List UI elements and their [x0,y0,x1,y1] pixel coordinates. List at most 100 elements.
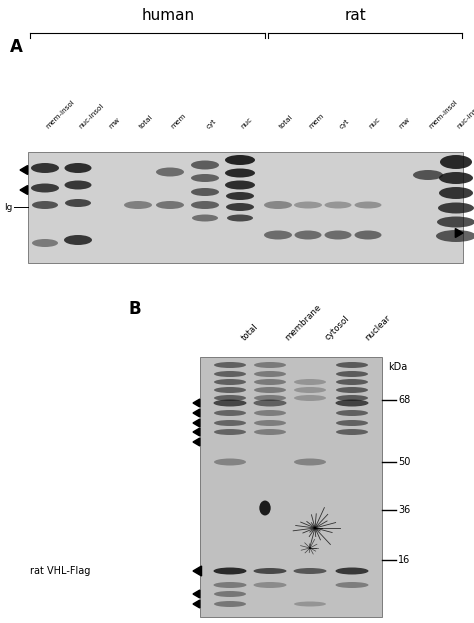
Ellipse shape [31,184,59,193]
Ellipse shape [191,188,219,196]
Ellipse shape [254,379,286,385]
Ellipse shape [213,399,246,406]
Text: 50: 50 [398,457,411,467]
Polygon shape [456,229,463,237]
Ellipse shape [214,395,246,401]
Ellipse shape [293,568,327,574]
Ellipse shape [254,362,286,368]
Ellipse shape [437,217,474,227]
Ellipse shape [124,201,152,209]
Text: total: total [138,114,154,130]
Ellipse shape [214,371,246,377]
Ellipse shape [254,582,286,588]
Ellipse shape [436,230,474,242]
Ellipse shape [32,239,58,247]
Ellipse shape [64,181,91,189]
Text: A: A [10,38,23,56]
Ellipse shape [336,371,368,377]
Polygon shape [193,419,200,427]
Ellipse shape [336,399,368,406]
Ellipse shape [254,420,286,426]
Ellipse shape [226,192,254,200]
Ellipse shape [294,459,326,465]
Ellipse shape [254,371,286,377]
Text: 68: 68 [398,395,410,405]
Ellipse shape [325,201,352,209]
Ellipse shape [214,379,246,385]
Ellipse shape [191,161,219,169]
Ellipse shape [294,231,321,239]
Text: mw: mw [108,117,121,130]
Ellipse shape [254,429,286,435]
Ellipse shape [65,199,91,207]
Text: membrane: membrane [283,302,323,342]
Ellipse shape [336,429,368,435]
Polygon shape [193,409,200,417]
Ellipse shape [336,379,368,385]
Ellipse shape [355,231,382,239]
Circle shape [259,500,271,515]
Ellipse shape [214,387,246,393]
Ellipse shape [213,582,246,588]
Polygon shape [193,399,200,407]
Ellipse shape [214,362,246,368]
Ellipse shape [214,420,246,426]
Text: nuc: nuc [240,117,254,130]
Ellipse shape [336,410,368,416]
Text: 36: 36 [398,505,410,515]
Text: mem: mem [308,113,325,130]
Ellipse shape [31,163,59,173]
Ellipse shape [336,387,368,393]
Text: mw: mw [398,117,411,130]
Ellipse shape [325,231,352,239]
Ellipse shape [439,187,473,199]
Ellipse shape [336,568,368,574]
Ellipse shape [413,170,443,180]
Ellipse shape [294,395,326,401]
Ellipse shape [336,420,368,426]
Ellipse shape [294,601,326,607]
Ellipse shape [254,568,286,574]
Ellipse shape [294,201,322,209]
Ellipse shape [156,201,184,209]
Text: cyt: cyt [205,118,217,130]
Polygon shape [20,166,27,174]
Text: total: total [240,321,260,342]
Ellipse shape [214,429,246,435]
Ellipse shape [64,163,91,173]
Ellipse shape [336,362,368,368]
Ellipse shape [214,459,246,465]
Text: mem-insol: mem-insol [428,99,459,130]
Ellipse shape [192,214,218,222]
Ellipse shape [440,155,472,169]
Text: cytosol: cytosol [323,314,351,342]
Ellipse shape [32,201,58,209]
Ellipse shape [213,568,246,574]
Ellipse shape [264,201,292,209]
Ellipse shape [294,387,326,393]
Ellipse shape [254,395,286,401]
Ellipse shape [355,201,382,209]
Text: rat: rat [344,8,366,23]
Text: mem-insol: mem-insol [45,99,76,130]
Polygon shape [193,600,200,608]
Ellipse shape [227,214,253,222]
Text: human: human [141,8,194,23]
Text: B: B [128,300,141,318]
Ellipse shape [438,202,474,214]
Ellipse shape [336,395,368,401]
Ellipse shape [225,168,255,178]
Text: nuc: nuc [368,117,382,130]
Text: total: total [278,114,294,130]
Ellipse shape [191,174,219,182]
Text: mem: mem [170,113,187,130]
Text: kDa: kDa [388,362,407,372]
Ellipse shape [214,601,246,607]
Ellipse shape [225,155,255,165]
Ellipse shape [225,181,255,189]
Text: cyt: cyt [338,118,350,130]
Ellipse shape [64,235,92,245]
Text: nuc-insol: nuc-insol [456,103,474,130]
Polygon shape [20,186,27,194]
Ellipse shape [214,591,246,597]
